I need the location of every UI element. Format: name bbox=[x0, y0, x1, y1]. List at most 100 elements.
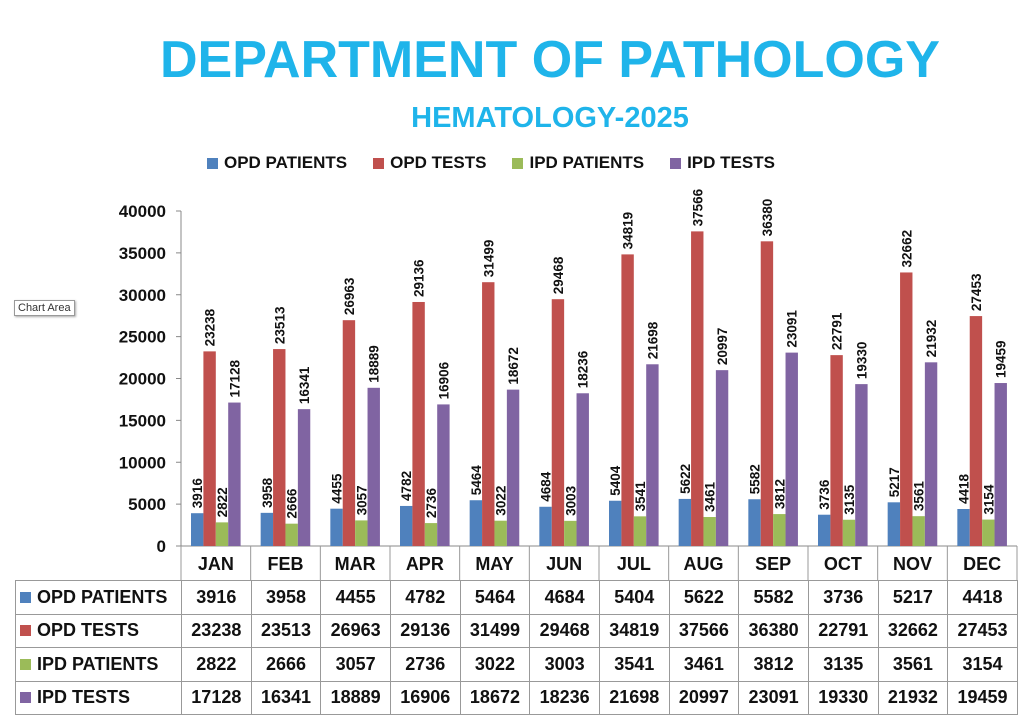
legend-item: IPD TESTS bbox=[670, 153, 775, 173]
bar bbox=[355, 520, 368, 546]
table-cell: 16906 bbox=[389, 680, 461, 715]
bar bbox=[437, 404, 450, 546]
bar bbox=[982, 519, 995, 546]
bar bbox=[285, 523, 298, 546]
bar bbox=[646, 364, 659, 546]
y-tick-label: 15000 bbox=[119, 411, 166, 430]
x-tick-label: MAR bbox=[335, 554, 376, 574]
data-label: 18236 bbox=[576, 350, 591, 388]
bar bbox=[621, 254, 634, 546]
bar bbox=[957, 508, 970, 546]
data-label: 3135 bbox=[842, 484, 857, 515]
table-cell: 22791 bbox=[807, 613, 879, 648]
table-cell: 23513 bbox=[250, 613, 322, 648]
x-tick-label: SEP bbox=[755, 554, 791, 574]
data-label: 18672 bbox=[506, 347, 521, 385]
bar bbox=[191, 513, 204, 546]
y-tick-label: 20000 bbox=[119, 370, 166, 389]
data-label: 5464 bbox=[469, 465, 484, 496]
bar bbox=[400, 505, 413, 546]
legend-label: IPD TESTS bbox=[687, 153, 775, 172]
bar bbox=[887, 502, 901, 546]
data-label: 34819 bbox=[621, 212, 636, 250]
bar bbox=[506, 389, 520, 546]
x-tick-label: NOV bbox=[893, 554, 932, 574]
data-label: 3022 bbox=[494, 486, 509, 516]
row-label: IPD PATIENTS bbox=[37, 653, 159, 674]
data-label: 3958 bbox=[260, 477, 275, 508]
legend-swatch bbox=[670, 157, 682, 169]
data-label: 27453 bbox=[969, 273, 984, 311]
table-cell: 5404 bbox=[598, 580, 670, 615]
legend-label: OPD TESTS bbox=[390, 153, 487, 172]
bar bbox=[260, 512, 274, 546]
data-label: 23513 bbox=[272, 306, 287, 344]
bar bbox=[912, 516, 925, 546]
table-cell: 19459 bbox=[947, 680, 1018, 715]
table-cell: 29468 bbox=[529, 613, 600, 648]
y-tick-label: 5000 bbox=[128, 495, 166, 514]
x-tick-label: JUL bbox=[617, 554, 651, 574]
table-cell: 27453 bbox=[947, 613, 1018, 648]
chart-subtitle: HEMATOLOGY-2025 bbox=[411, 102, 689, 134]
bar bbox=[969, 316, 983, 546]
bar bbox=[994, 383, 1007, 546]
x-tick-label: OCT bbox=[824, 554, 862, 574]
bar bbox=[609, 500, 622, 546]
table-cell: 18889 bbox=[320, 680, 391, 715]
y-tick-label: 30000 bbox=[119, 286, 166, 305]
bar bbox=[412, 301, 425, 546]
table-row: OPD TESTS 23238 23513 26963 29136 31499 29468 3… bbox=[15, 613, 1018, 648]
table-cell: 36380 bbox=[738, 613, 809, 648]
legend-label: OPD PATIENTS bbox=[224, 153, 348, 172]
bar bbox=[215, 522, 229, 546]
table-cell: 3736 bbox=[807, 580, 879, 615]
table-cell: 2822 bbox=[181, 647, 252, 682]
table-cell: 32662 bbox=[877, 613, 949, 648]
data-label: 22791 bbox=[830, 312, 845, 350]
legend-swatch bbox=[20, 658, 31, 670]
row-label: IPD TESTS bbox=[37, 687, 131, 708]
table-cell: 26963 bbox=[320, 613, 391, 648]
tooltip: Chart Area bbox=[14, 300, 75, 316]
legend-item: IPD PATIENTS bbox=[512, 153, 644, 173]
data-label: 19459 bbox=[994, 340, 1009, 378]
row-header: IPD TESTS bbox=[15, 680, 182, 715]
bar bbox=[469, 500, 483, 546]
bar bbox=[424, 523, 438, 546]
x-tick-label: JUN bbox=[546, 554, 582, 574]
x-tick-label: JAN bbox=[198, 554, 234, 574]
table-cell: 37566 bbox=[668, 613, 740, 648]
data-label: 3154 bbox=[981, 484, 996, 515]
data-label: 3561 bbox=[912, 481, 927, 512]
bar bbox=[494, 520, 507, 546]
table-cell: 3003 bbox=[529, 647, 600, 682]
bar bbox=[830, 355, 843, 546]
bar bbox=[564, 520, 577, 546]
x-tick-label: AUG bbox=[684, 554, 724, 574]
table-cell: 4418 bbox=[947, 580, 1018, 615]
data-label: 32662 bbox=[899, 230, 914, 268]
legend-item: OPD TESTS bbox=[373, 153, 486, 173]
data-label: 3812 bbox=[772, 479, 787, 509]
data-label: 31499 bbox=[481, 240, 496, 278]
bar bbox=[551, 299, 565, 546]
bar bbox=[785, 352, 798, 546]
table-cell: 3958 bbox=[250, 580, 322, 615]
row-header: IPD PATIENTS bbox=[15, 647, 182, 682]
data-label: 18889 bbox=[367, 345, 382, 383]
table-cell: 3057 bbox=[320, 647, 391, 682]
data-label: 4418 bbox=[957, 473, 972, 504]
data-label: 3736 bbox=[817, 479, 832, 510]
table-cell: 18236 bbox=[529, 680, 600, 715]
bar bbox=[924, 362, 938, 546]
y-tick-label: 35000 bbox=[119, 244, 166, 263]
table-cell: 18672 bbox=[459, 680, 531, 715]
table-cell: 4455 bbox=[320, 580, 391, 615]
data-label: 26963 bbox=[342, 277, 357, 315]
data-label: 3003 bbox=[563, 485, 578, 516]
data-label: 29468 bbox=[551, 256, 566, 294]
legend-swatch bbox=[20, 692, 31, 704]
